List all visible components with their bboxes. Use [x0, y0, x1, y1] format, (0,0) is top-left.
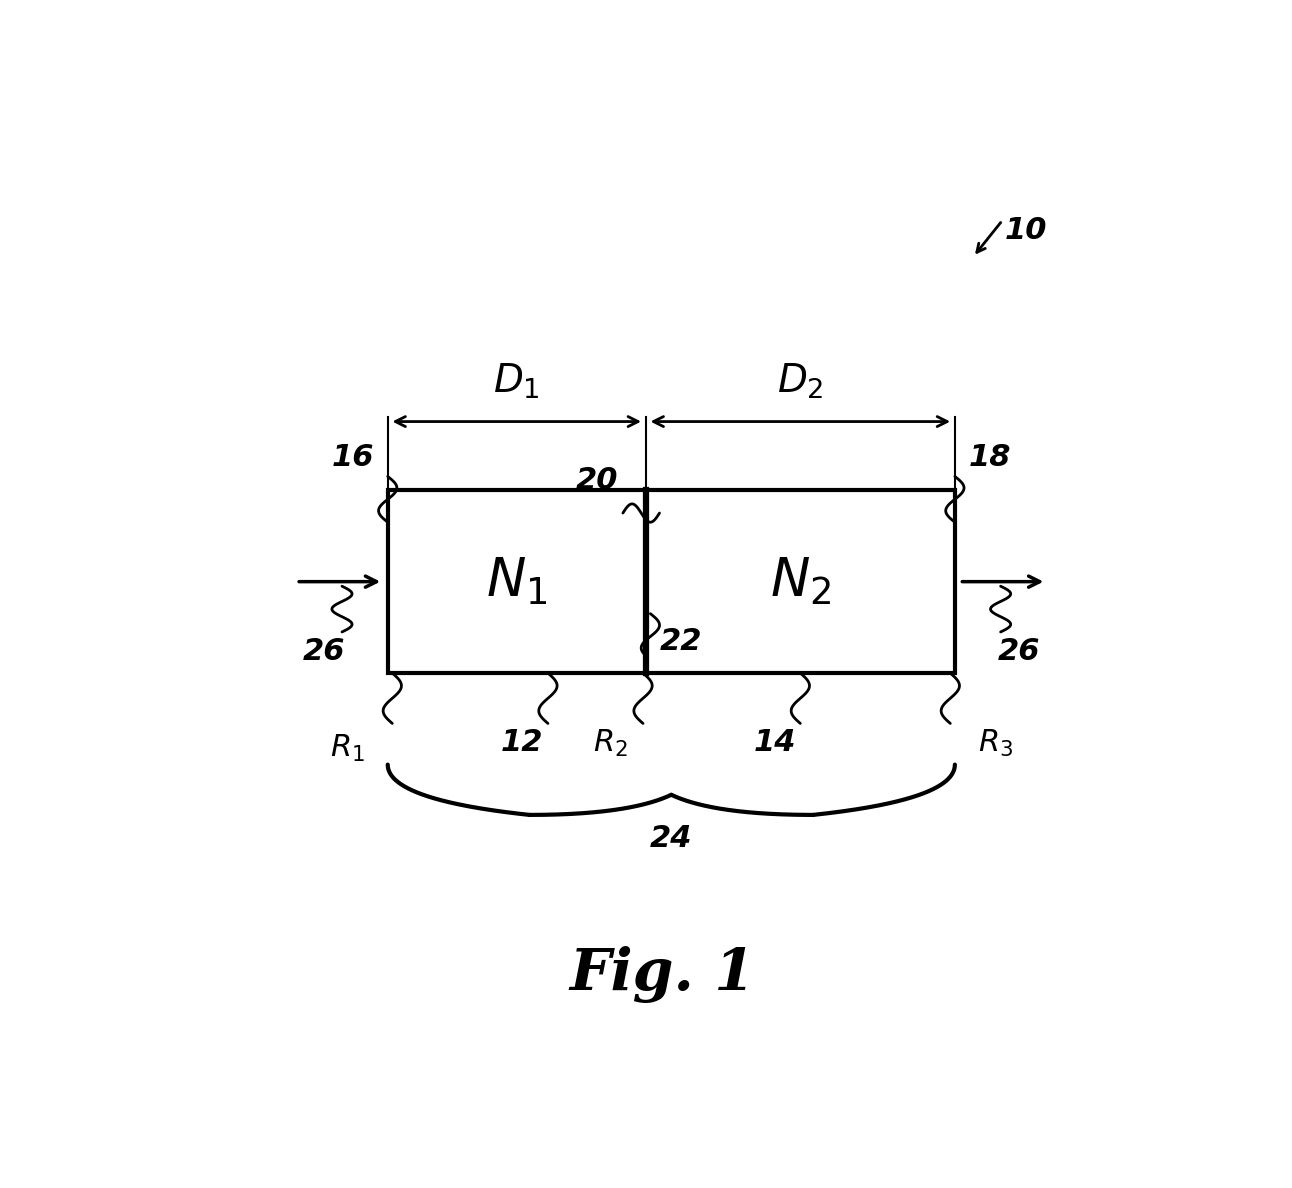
Text: Fig. 1: Fig. 1: [570, 947, 755, 1004]
Text: 24: 24: [650, 824, 693, 853]
Text: $R_2$: $R_2$: [593, 728, 628, 759]
Text: 18: 18: [969, 443, 1012, 472]
Text: 10: 10: [1005, 216, 1048, 245]
Text: 16: 16: [332, 443, 373, 472]
Text: $D_1$: $D_1$: [494, 362, 540, 402]
Text: $D_2$: $D_2$: [776, 362, 823, 402]
Text: $N_2$: $N_2$: [770, 556, 831, 607]
Text: 26: 26: [997, 637, 1040, 665]
Text: $R_3$: $R_3$: [978, 728, 1013, 759]
Text: 20: 20: [576, 466, 619, 494]
Text: 12: 12: [501, 728, 544, 757]
Text: $N_1$: $N_1$: [486, 556, 548, 607]
Text: 26: 26: [302, 637, 345, 665]
Text: $R_1$: $R_1$: [329, 733, 364, 764]
Text: 14: 14: [753, 728, 796, 757]
Text: 22: 22: [659, 627, 702, 657]
